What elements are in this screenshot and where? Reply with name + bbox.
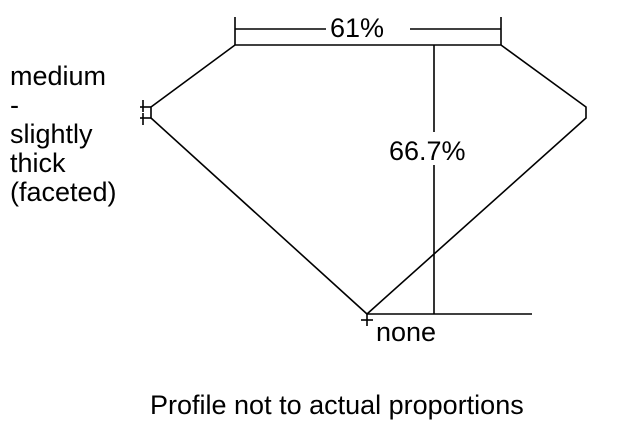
girdle-label: medium - slightly thick (faceted) — [10, 62, 117, 207]
table-percent-label: 61% — [330, 13, 385, 43]
footnote: Profile not to actual proportions — [150, 390, 524, 420]
crown-outline — [150, 44, 587, 316]
culet-label: none — [376, 317, 437, 347]
girdle-label-line: slightly — [10, 119, 93, 149]
girdle-label-line: medium — [10, 61, 107, 91]
girdle-label-line: - — [10, 90, 19, 120]
girdle-label-line: thick — [10, 148, 66, 178]
depth-percent-label: 66.7% — [389, 136, 466, 166]
girdle-label-line: (faceted) — [10, 177, 117, 207]
